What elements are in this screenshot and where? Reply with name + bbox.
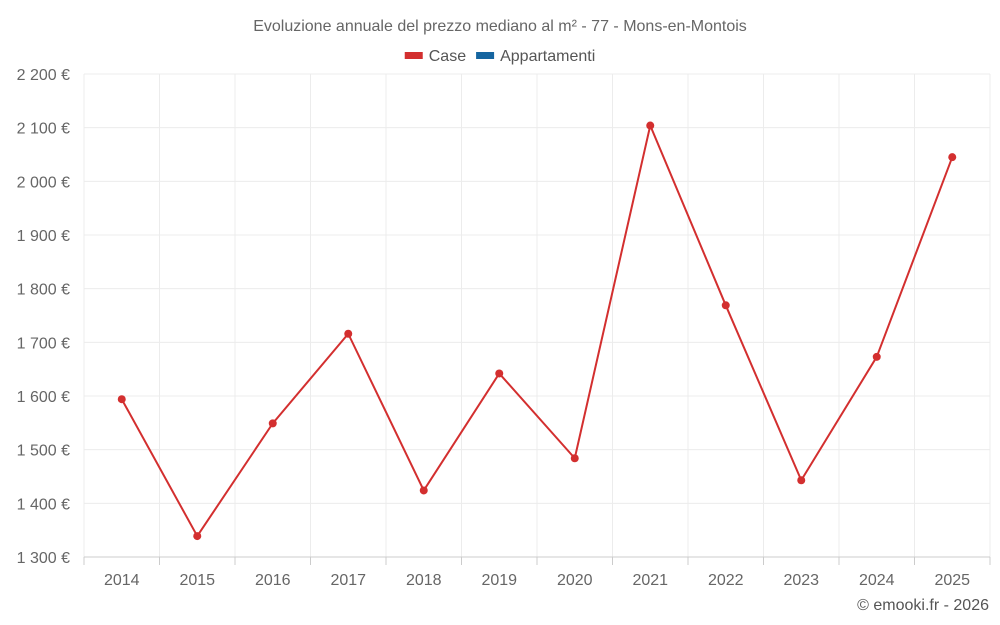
data-point-2025[interactable]: [948, 153, 957, 162]
x-tick-label: 2020: [557, 572, 593, 589]
y-tick-label: 2 000 €: [17, 174, 70, 191]
x-tick-label: 2014: [104, 572, 140, 589]
legend-swatch: [404, 52, 423, 59]
x-tick-label: 2025: [934, 572, 970, 589]
x-tick-label: 2016: [255, 572, 291, 589]
legend-label: Case: [429, 48, 466, 65]
data-point-2015[interactable]: [193, 532, 202, 541]
x-tick-label: 2015: [179, 572, 215, 589]
y-tick-label: 1 300 €: [17, 550, 70, 567]
data-point-2018[interactable]: [419, 486, 428, 495]
y-tick-label: 2 100 €: [17, 121, 70, 138]
credit-text: © emooki.fr - 2026: [857, 597, 989, 614]
axes: 1 300 € 1 400 € 1 500 € 1 600 € 1 700 € 1 800…: [17, 67, 991, 589]
y-tick-label: 1 800 €: [17, 282, 70, 299]
legend-item-appartamenti[interactable]: Appartamenti: [476, 48, 595, 65]
data-point-2022[interactable]: [721, 301, 730, 310]
data-point-2021[interactable]: [646, 121, 655, 130]
data-point-2024[interactable]: [872, 352, 881, 361]
legend-item-case[interactable]: Case: [404, 48, 466, 65]
y-tick-label: 1 900 €: [17, 228, 70, 245]
x-tick-label: 2019: [481, 572, 517, 589]
data-point-2019[interactable]: [495, 369, 504, 378]
x-tick-label: 2024: [859, 572, 895, 589]
y-tick-label: 1 700 €: [17, 335, 70, 352]
data-point-2016[interactable]: [268, 419, 277, 428]
series-layer: [117, 121, 957, 541]
legend: Case Appartamenti: [404, 48, 595, 65]
legend-label: Appartamenti: [500, 48, 595, 65]
chart-title: Evoluzione annuale del prezzo mediano al…: [253, 18, 747, 35]
y-tick-label: 1 500 €: [17, 443, 70, 460]
data-point-2020[interactable]: [570, 454, 579, 463]
data-point-2023[interactable]: [797, 476, 806, 485]
data-point-2017[interactable]: [344, 329, 353, 338]
x-tick-label: 2023: [783, 572, 819, 589]
grid: [83, 73, 991, 557]
data-point-2014[interactable]: [117, 395, 126, 404]
legend-swatch: [476, 52, 495, 59]
y-tick-label: 2 200 €: [17, 67, 70, 84]
y-tick-label: 1 600 €: [17, 389, 70, 406]
x-tick-label: 2017: [330, 572, 366, 589]
x-tick-label: 2021: [632, 572, 668, 589]
x-tick-label: 2018: [406, 572, 442, 589]
x-tick-label: 2022: [708, 572, 744, 589]
series-line-case: [120, 124, 954, 538]
y-tick-label: 1 400 €: [17, 496, 70, 513]
